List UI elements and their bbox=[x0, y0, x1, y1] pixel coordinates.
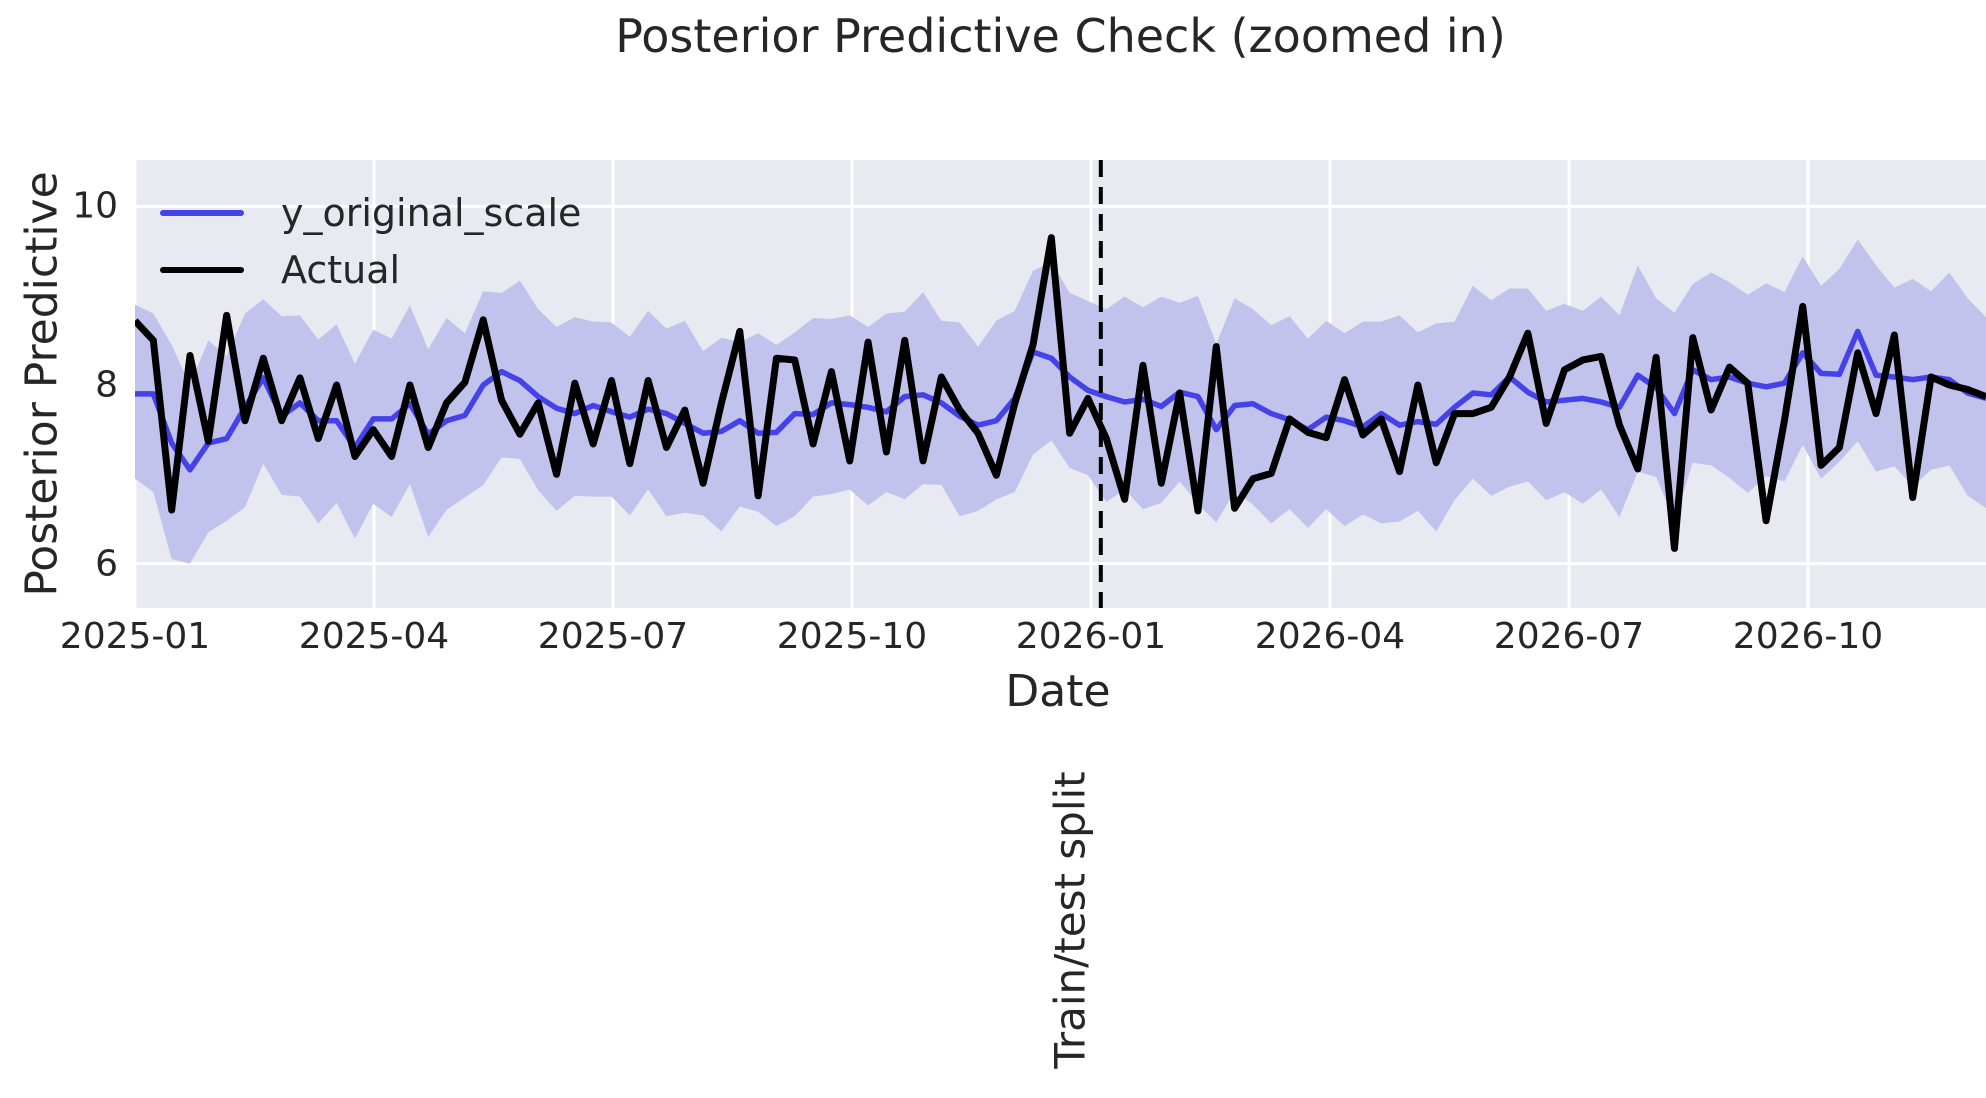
y-axis-label: Posterior Predictive bbox=[16, 171, 68, 597]
legend-label: Actual bbox=[281, 247, 401, 292]
x-tick-label: 2025-10 bbox=[776, 616, 928, 657]
train-test-split-annotation: Train/test split bbox=[1045, 771, 1095, 1069]
x-tick-label: 2025-04 bbox=[298, 616, 450, 657]
actual-line bbox=[135, 234, 1986, 552]
x-tick-label: 2025-01 bbox=[59, 616, 211, 657]
legend-item: Actual bbox=[160, 241, 581, 298]
y-tick-label: 10 bbox=[72, 185, 118, 227]
x-tick-label: 2025-07 bbox=[537, 616, 689, 657]
posterior-interval-band bbox=[135, 239, 1986, 564]
y-tick-label: 6 bbox=[95, 543, 118, 585]
x-tick-label: 2026-07 bbox=[1493, 616, 1645, 657]
chart-title: Posterior Predictive Check (zoomed in) bbox=[615, 9, 1506, 63]
x-tick-label: 2026-10 bbox=[1732, 616, 1884, 657]
x-tick-label: 2026-04 bbox=[1254, 616, 1406, 657]
y-tick-label: 8 bbox=[95, 364, 118, 406]
x-axis-label: Date bbox=[1005, 666, 1111, 717]
legend-item: y_original_scale bbox=[160, 184, 581, 241]
legend-line-sample bbox=[160, 266, 244, 273]
legend-label: y_original_scale bbox=[281, 190, 582, 235]
legend-line-sample bbox=[160, 209, 244, 216]
x-tick-label: 2026-01 bbox=[1015, 616, 1167, 657]
legend: y_original_scale Actual bbox=[160, 184, 581, 298]
